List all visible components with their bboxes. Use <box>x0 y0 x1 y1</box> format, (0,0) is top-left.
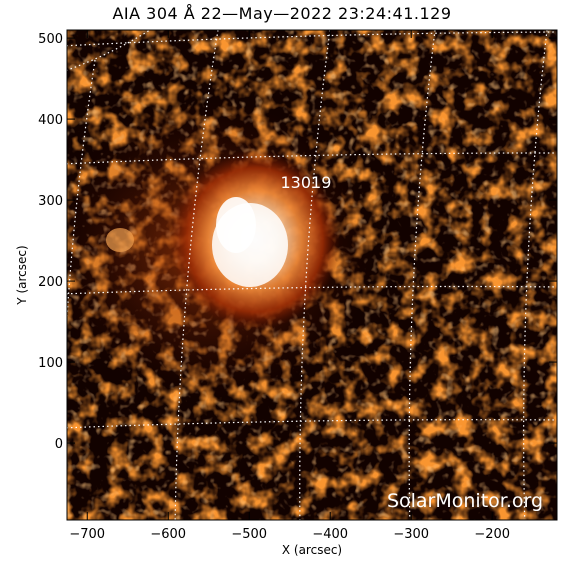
solar-image <box>67 30 557 520</box>
longitude-line <box>408 30 436 520</box>
latitude-line <box>67 31 557 47</box>
y-tick-label: 500 <box>38 32 63 47</box>
x-tick-label: −200 <box>474 527 510 542</box>
image-title: AIA 304 Å 22—May—2022 23:24:41.129 <box>112 4 452 23</box>
axis-ticks <box>67 30 557 520</box>
x-tick-label: −300 <box>393 527 429 542</box>
y-tick-label: 100 <box>38 356 63 371</box>
longitude-line <box>523 30 548 520</box>
y-axis-label: Y (arcsec) <box>15 245 29 305</box>
y-tick-label: 0 <box>55 437 63 452</box>
y-tick-labels: 0 100 200 300 400 500 <box>38 32 63 452</box>
x-tick-label: −400 <box>312 527 348 542</box>
y-tick-label: 400 <box>38 113 63 128</box>
heliographic-grid <box>67 30 557 520</box>
latitude-line <box>67 152 557 165</box>
latitude-line <box>67 419 557 429</box>
plot-frame <box>66 29 558 521</box>
region-label: 13019 <box>280 173 331 192</box>
longitude-line <box>174 30 219 520</box>
x-tick-labels: −700 −600 −500 −400 −300 −200 <box>69 527 510 542</box>
longitude-line <box>299 30 331 520</box>
x-tick-label: −600 <box>150 527 186 542</box>
y-tick-label: 200 <box>38 275 63 290</box>
active-region-kernel <box>216 197 256 253</box>
bright-point <box>106 228 134 252</box>
x-tick-label: −500 <box>231 527 267 542</box>
latitude-line <box>67 30 151 71</box>
x-tick-label: −700 <box>69 527 105 542</box>
y-tick-label: 300 <box>38 194 63 209</box>
x-axis-label: X (arcsec) <box>282 543 342 557</box>
watermark: SolarMonitor.org <box>387 490 543 512</box>
latitude-line <box>67 285 557 295</box>
